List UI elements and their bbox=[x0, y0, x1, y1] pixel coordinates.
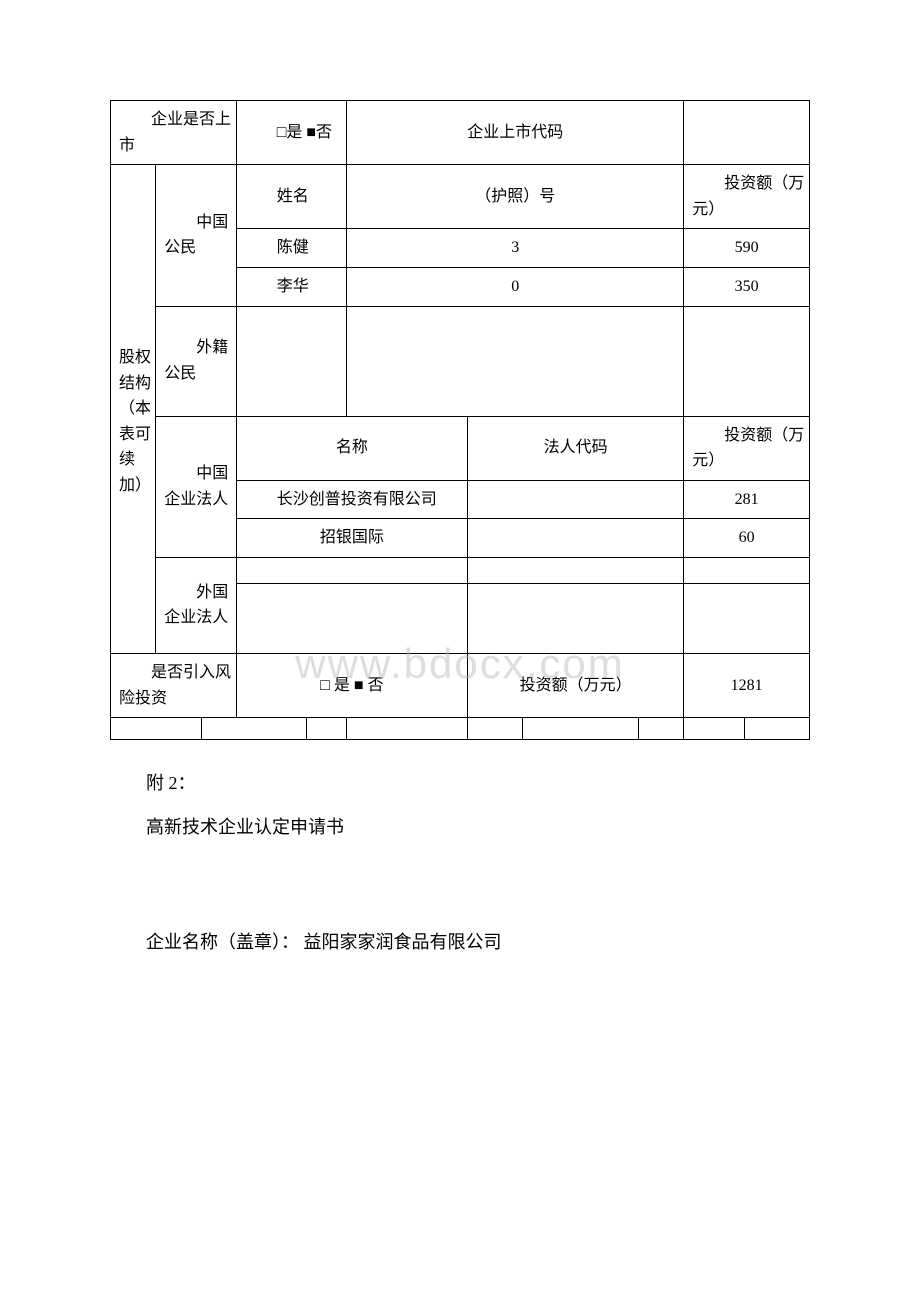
doc-title: 高新技术企业认定申请书 bbox=[110, 810, 810, 844]
empty-cell bbox=[467, 718, 522, 740]
empty-cell bbox=[744, 718, 809, 740]
empty-cell bbox=[684, 718, 744, 740]
company2-code bbox=[467, 519, 683, 558]
foreign-legal-name2 bbox=[236, 583, 467, 653]
risk-amount-label: 投资额（万元） bbox=[467, 653, 683, 717]
invest-header: 投资额（万元） bbox=[684, 165, 810, 229]
company-name-header: 名称 bbox=[236, 416, 467, 480]
table-row: 外国企业法人 bbox=[111, 557, 810, 583]
table-row: 企业是否上市 □是 ■否 企业上市代码 bbox=[111, 101, 810, 165]
table-row bbox=[111, 718, 810, 740]
risk-invest-value: □ 是 ■ 否 bbox=[236, 653, 467, 717]
empty-cell bbox=[523, 718, 639, 740]
listing-code-value bbox=[684, 101, 810, 165]
is-listed-label: 企业是否上市 bbox=[111, 101, 237, 165]
risk-invest-label: 是否引入风险投资 bbox=[111, 653, 237, 717]
empty-cell bbox=[638, 718, 683, 740]
person2-amount: 350 bbox=[684, 267, 810, 306]
company1-name: 长沙创普投资有限公司 bbox=[236, 480, 467, 519]
invest-header2: 投资额（万元） bbox=[684, 416, 810, 480]
person1-amount: 590 bbox=[684, 229, 810, 268]
legal-code-header: 法人代码 bbox=[467, 416, 683, 480]
foreign-legal-name bbox=[236, 557, 467, 583]
appendix-label: 附 2： bbox=[110, 766, 810, 800]
foreign-legal-label: 外国企业法人 bbox=[156, 557, 236, 653]
table-row: 外籍公民 bbox=[111, 306, 810, 416]
empty-cell bbox=[347, 718, 468, 740]
foreign-citizen-name bbox=[236, 306, 347, 416]
is-listed-value: □是 ■否 bbox=[236, 101, 347, 165]
passport-header: （护照）号 bbox=[347, 165, 684, 229]
table-row: 股权结构（本表可续加） 中国公民 姓名 （护照）号 投资额（万元） bbox=[111, 165, 810, 229]
company-name-line: 企业名称（盖章）： 益阳家家润食品有限公司 bbox=[110, 925, 810, 959]
person2-name: 李华 bbox=[236, 267, 347, 306]
empty-cell bbox=[111, 718, 202, 740]
company1-code bbox=[467, 480, 683, 519]
foreign-citizen-amount bbox=[684, 306, 810, 416]
person1-name: 陈健 bbox=[236, 229, 347, 268]
equity-table: 企业是否上市 □是 ■否 企业上市代码 股权结构（本表可续加） 中国公民 姓名 … bbox=[110, 100, 810, 740]
empty-cell bbox=[201, 718, 307, 740]
foreign-legal-code bbox=[467, 557, 683, 583]
person1-no: 3 bbox=[347, 229, 684, 268]
foreign-citizen-no bbox=[347, 306, 684, 416]
company2-amount: 60 bbox=[684, 519, 810, 558]
table-row: 是否引入风险投资 □ 是 ■ 否 投资额（万元） 1281 bbox=[111, 653, 810, 717]
risk-amount-value: 1281 bbox=[684, 653, 810, 717]
foreign-legal-amount2 bbox=[684, 583, 810, 653]
name-header: 姓名 bbox=[236, 165, 347, 229]
equity-structure-label: 股权结构（本表可续加） bbox=[111, 165, 156, 654]
empty-cell bbox=[307, 718, 347, 740]
foreign-citizen-label: 外籍公民 bbox=[156, 306, 236, 416]
company1-amount: 281 bbox=[684, 480, 810, 519]
cn-citizen-label: 中国公民 bbox=[156, 165, 236, 306]
foreign-legal-code2 bbox=[467, 583, 683, 653]
person2-no: 0 bbox=[347, 267, 684, 306]
listing-code-label: 企业上市代码 bbox=[347, 101, 684, 165]
cn-legal-label: 中国企业法人 bbox=[156, 416, 236, 557]
table-row: 中国企业法人 名称 法人代码 投资额（万元） bbox=[111, 416, 810, 480]
foreign-legal-amount bbox=[684, 557, 810, 583]
company2-name: 招银国际 bbox=[236, 519, 467, 558]
